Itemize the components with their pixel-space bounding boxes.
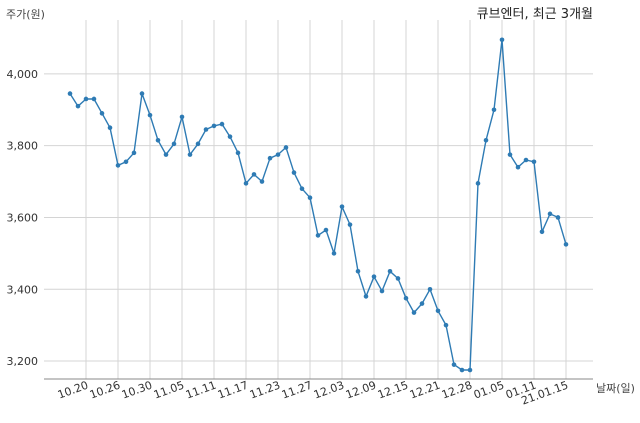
- data-point: [147, 112, 153, 118]
- data-point: [355, 269, 361, 274]
- data-point: [331, 251, 337, 256]
- data-point: [107, 125, 113, 130]
- data-point: [299, 186, 305, 192]
- data-point: [411, 310, 417, 315]
- data-point: [523, 157, 529, 163]
- data-point: [235, 150, 241, 156]
- data-point: [483, 137, 489, 143]
- data-point: [451, 362, 457, 367]
- data-point: [555, 215, 561, 220]
- x-tick-label: 11.17: [216, 379, 250, 402]
- data-point: [363, 294, 369, 299]
- y-tick-label: 4,000: [7, 68, 39, 81]
- data-point: [547, 211, 553, 217]
- data-point: [219, 121, 225, 127]
- data-point: [283, 145, 289, 150]
- data-point: [531, 159, 537, 165]
- data-point: [515, 164, 521, 170]
- data-point: [227, 134, 233, 139]
- data-point: [307, 195, 313, 201]
- data-point: [347, 222, 353, 227]
- x-tick-label: 11.11: [184, 379, 218, 402]
- x-tick-label: 10.20: [56, 379, 90, 402]
- data-point: [291, 170, 297, 175]
- x-tick-label: 11.27: [280, 379, 314, 402]
- data-point: [459, 367, 465, 373]
- x-tick-label: 11.23: [248, 379, 282, 402]
- price-series: [67, 37, 569, 373]
- data-point: [467, 367, 473, 373]
- data-point: [491, 107, 497, 113]
- data-point: [427, 286, 433, 292]
- data-point: [395, 276, 401, 281]
- x-tick-label: 10.30: [120, 379, 154, 402]
- data-point: [443, 322, 449, 328]
- axes: 3,200 3,400 3,600 3,800 4,000 10.2010.2610.30…: [7, 68, 593, 408]
- data-point: [323, 227, 329, 233]
- x-tick-label: 12.28: [440, 379, 474, 402]
- x-tick-label: 01.05: [472, 379, 506, 402]
- data-point: [419, 301, 425, 306]
- data-point: [251, 172, 257, 177]
- x-tick-label: 12.15: [376, 379, 410, 402]
- data-point: [371, 274, 377, 279]
- data-point: [435, 308, 441, 314]
- data-point: [171, 141, 177, 147]
- data-point: [203, 127, 209, 132]
- x-tick-label: 12.09: [344, 379, 378, 402]
- data-point: [115, 163, 121, 168]
- data-point: [379, 288, 385, 294]
- data-point: [99, 111, 105, 116]
- data-point: [499, 37, 505, 43]
- data-point: [259, 179, 265, 184]
- data-point: [195, 141, 201, 147]
- data-point: [163, 152, 169, 157]
- data-point: [179, 114, 185, 120]
- data-point: [91, 96, 97, 102]
- data-point: [315, 233, 321, 238]
- data-point: [131, 150, 137, 156]
- data-point: [387, 269, 393, 274]
- data-point: [403, 295, 409, 301]
- data-point: [475, 181, 481, 186]
- x-tick-label: 10.26: [88, 379, 122, 402]
- data-point: [83, 96, 89, 102]
- data-point: [139, 91, 145, 96]
- chart-title: 큐브엔터, 최근 3개월: [477, 7, 593, 22]
- data-point: [275, 152, 281, 157]
- x-axis-label: 날짜(일): [596, 381, 635, 395]
- y-tick-label: 3,600: [7, 211, 39, 224]
- data-point: [123, 159, 129, 165]
- data-point: [539, 229, 545, 235]
- y-axis-label: 주가(원): [6, 8, 45, 21]
- data-point: [563, 242, 569, 247]
- data-point: [243, 181, 249, 186]
- x-tick-label: 12.21: [408, 379, 442, 402]
- y-tick-label: 3,800: [7, 140, 39, 153]
- data-point: [75, 103, 81, 109]
- data-point: [339, 204, 345, 209]
- data-point: [267, 155, 273, 161]
- data-point: [155, 137, 161, 143]
- data-point: [67, 91, 73, 96]
- data-point: [507, 152, 513, 157]
- series-line: [69, 39, 567, 371]
- x-tick-label: 11.05: [152, 379, 186, 402]
- y-tick-label: 3,200: [7, 355, 39, 368]
- data-point: [211, 123, 217, 129]
- grid: [44, 20, 593, 379]
- x-tick-label: 12.03: [312, 379, 346, 402]
- y-tick-label: 3,400: [7, 283, 39, 296]
- data-point: [187, 152, 193, 157]
